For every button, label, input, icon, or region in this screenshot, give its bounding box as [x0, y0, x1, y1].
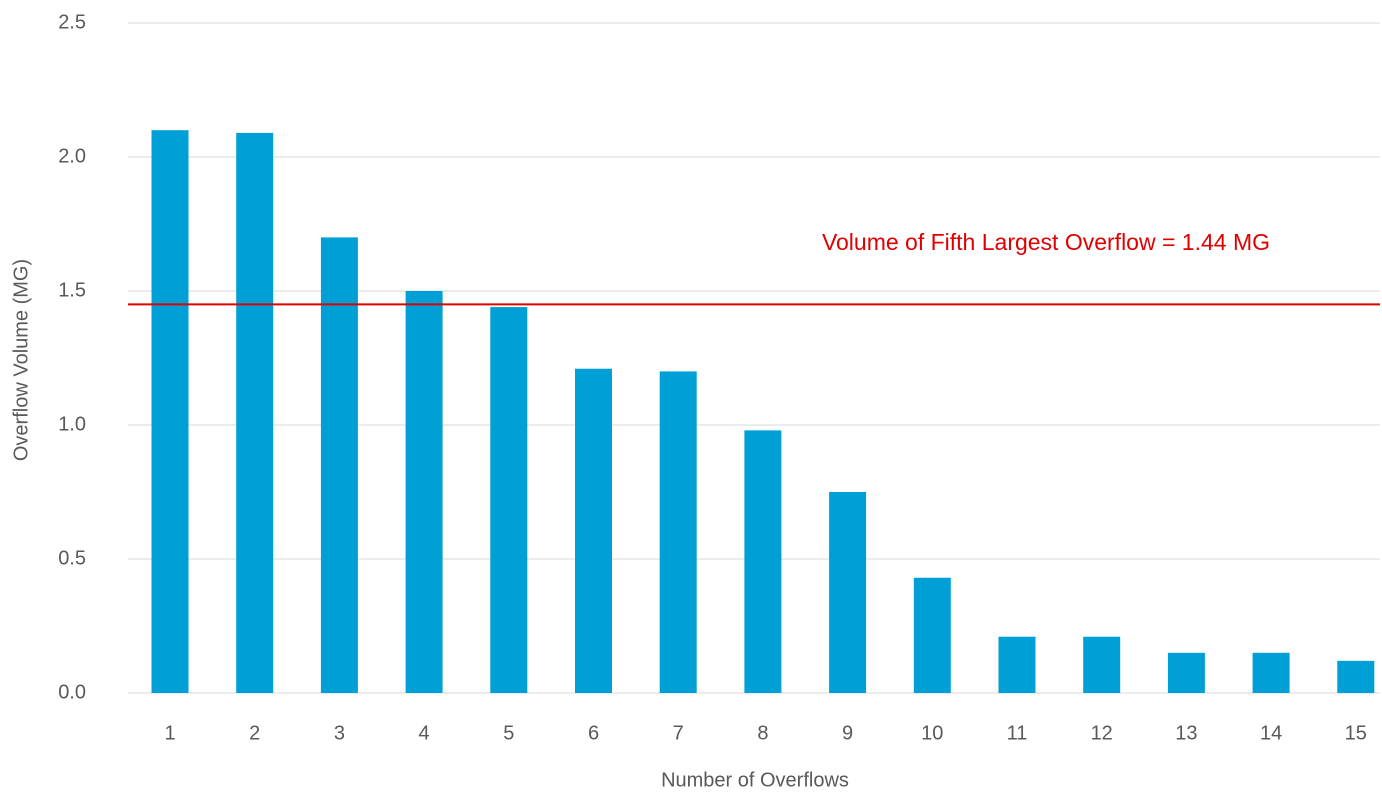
x-tick-label: 6 [588, 722, 599, 744]
x-tick-label: 12 [1091, 722, 1113, 744]
x-tick-label: 11 [1007, 722, 1028, 744]
bar [575, 368, 612, 693]
y-tick-label: 1.0 [58, 413, 86, 435]
x-tick-label: 3 [334, 722, 345, 744]
x-tick-label: 7 [673, 722, 684, 744]
bar [236, 132, 274, 693]
y-tick-label: 1.5 [58, 279, 86, 301]
x-tick-label: 8 [757, 722, 768, 744]
x-tick-label: 9 [842, 722, 853, 744]
x-tick-label: 13 [1175, 722, 1197, 744]
bar [1337, 660, 1375, 693]
y-tick-label: 0.5 [58, 547, 86, 569]
bar [998, 636, 1036, 693]
y-tick-label: 2.5 [58, 11, 86, 33]
bar [405, 291, 443, 693]
bar [490, 307, 528, 693]
bar [659, 371, 697, 693]
x-tick-label: 5 [503, 722, 514, 744]
x-tick-label: 10 [921, 722, 943, 744]
y-tick-label: 0.0 [58, 681, 86, 703]
x-tick-label: 4 [419, 722, 430, 744]
bar [829, 492, 867, 693]
x-tick-label: 14 [1260, 722, 1282, 744]
x-tick-label: 2 [249, 722, 260, 744]
bar [1083, 636, 1121, 693]
bar [744, 430, 782, 693]
reference-label: Volume of Fifth Largest Overflow = 1.44 … [822, 229, 1270, 255]
bar [913, 577, 951, 693]
y-axis-title: Overflow Volume (MG) [10, 259, 32, 461]
bar [1252, 652, 1290, 693]
bar [320, 237, 358, 693]
bar [151, 130, 189, 693]
x-axis-title: Number of Overflows [661, 769, 849, 791]
bar [1167, 652, 1205, 693]
x-tick-label: 15 [1345, 722, 1367, 744]
y-tick-label: 2.0 [58, 145, 86, 167]
x-tick-label: 1 [164, 722, 175, 744]
